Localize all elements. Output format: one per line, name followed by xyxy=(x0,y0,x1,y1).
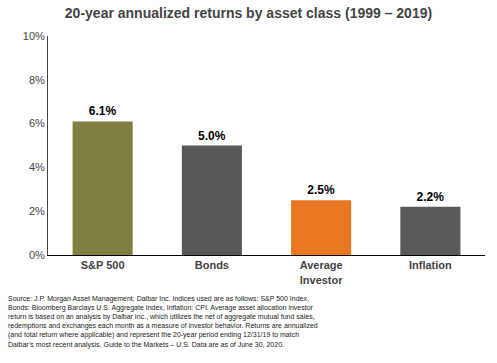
svg-text:Bonds: Bonds xyxy=(195,259,229,271)
svg-text:0%: 0% xyxy=(29,249,45,261)
svg-text:6.1%: 6.1% xyxy=(89,104,117,118)
svg-text:4%: 4% xyxy=(29,161,45,173)
svg-text:AverageInvestor: AverageInvestor xyxy=(300,259,344,285)
svg-text:2.2%: 2.2% xyxy=(417,190,445,204)
svg-text:8%: 8% xyxy=(29,74,45,86)
svg-text:5.0%: 5.0% xyxy=(198,129,226,143)
svg-text:2%: 2% xyxy=(29,205,45,217)
svg-text:2.5%: 2.5% xyxy=(307,183,335,197)
svg-text:Source: J.P. Morgan Asset Mana: Source: J.P. Morgan Asset Management; Da… xyxy=(8,295,318,349)
svg-text:6%: 6% xyxy=(29,117,45,129)
svg-text:Inflation: Inflation xyxy=(409,259,452,271)
svg-text:20-year annualized returns by: 20-year annualized returns by asset clas… xyxy=(65,5,432,21)
svg-text:S&P 500: S&P 500 xyxy=(81,259,125,271)
svg-text:10%: 10% xyxy=(23,30,45,42)
